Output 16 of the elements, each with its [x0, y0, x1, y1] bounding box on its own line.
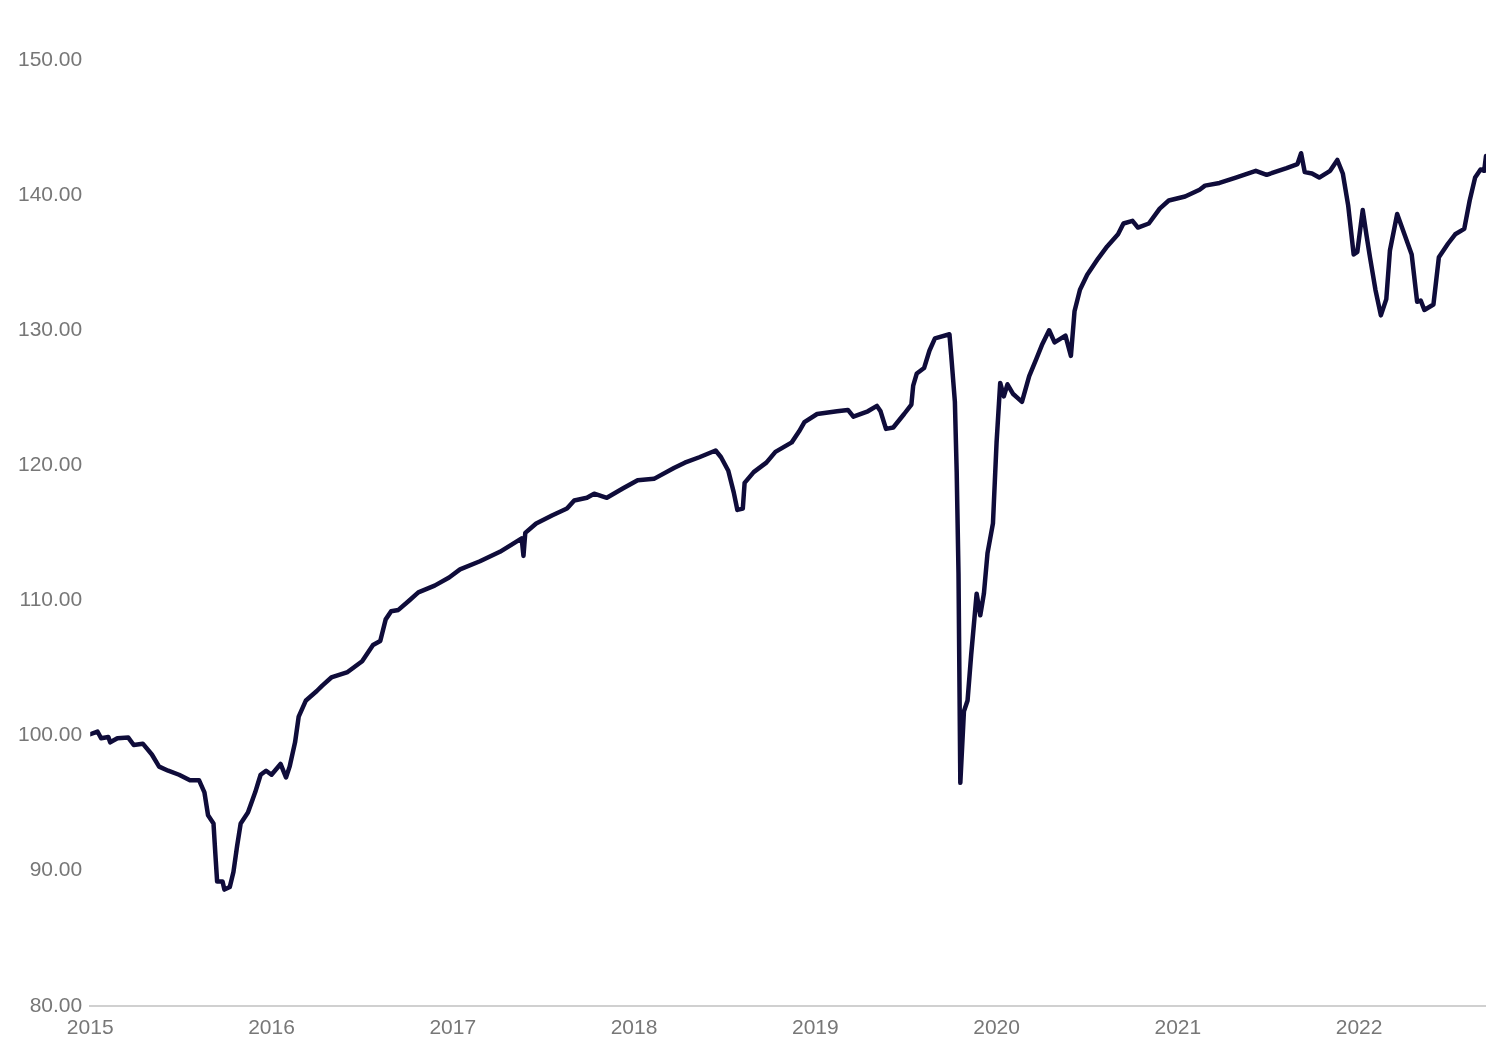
x-tick-label: 2016 — [248, 1015, 295, 1039]
x-tick-label: 2017 — [429, 1015, 477, 1039]
y-tick-label: 130.00 — [18, 317, 83, 341]
x-tick-label: 2019 — [791, 1015, 839, 1039]
x-tick-label: 2018 — [610, 1015, 658, 1039]
y-tick-label: 100.00 — [18, 722, 83, 746]
y-tick-label: 90.00 — [29, 857, 83, 881]
x-tick-label: 2020 — [973, 1015, 1020, 1039]
y-tick-label: 150.00 — [18, 46, 83, 70]
y-tick-label: 80.00 — [29, 992, 83, 1016]
y-tick-label: 140.00 — [18, 181, 83, 205]
y-tick-label: 110.00 — [19, 587, 83, 611]
y-tick-label: 120.00 — [18, 452, 83, 476]
x-tick-label: 2022 — [1335, 1015, 1383, 1039]
x-tick-label: 2021 — [1154, 1015, 1202, 1039]
x-tick-label: 2015 — [66, 1015, 114, 1039]
